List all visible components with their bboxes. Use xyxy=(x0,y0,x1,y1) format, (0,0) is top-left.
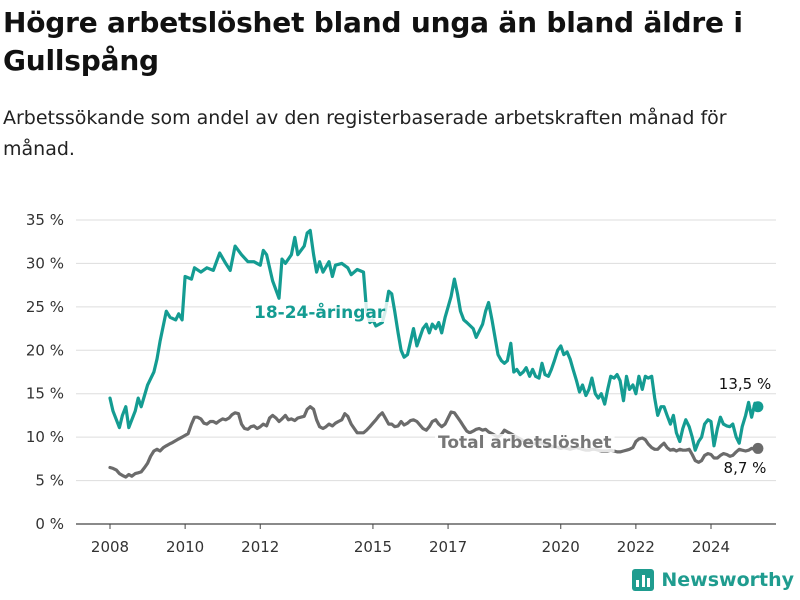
y-tick-label: 30 % xyxy=(26,254,64,272)
bar-chart-logo-icon xyxy=(632,569,655,591)
series-label-total: Total arbetslöshet xyxy=(438,433,612,453)
series-line-youth xyxy=(108,228,760,452)
y-tick-label: 5 % xyxy=(35,472,64,490)
chart-subtitle: Arbetssökande som andel av den registerb… xyxy=(3,107,727,160)
x-tick-label: 2020 xyxy=(542,538,580,556)
series-label-total-halo xyxy=(435,434,615,452)
series-labels: 18-24-åringar Total arbetslöshet 13,5 % … xyxy=(251,301,771,477)
brand-name: Newsworthy xyxy=(661,569,794,591)
line-chart: 0 %5 %10 %15 %20 %25 %30 %35 % 2008 2010 2… xyxy=(26,211,776,556)
end-point-total xyxy=(752,442,764,454)
y-axis-ticks: 0 % 5 % 10 % 15 % 20 % 25 % 30 % 35 % xyxy=(26,211,64,533)
end-value-youth: 13,5 % xyxy=(719,375,771,393)
y-tick-label: 35 % xyxy=(26,211,64,229)
series-label-youth: 18-24-åringar xyxy=(254,301,386,323)
series-label-youth-halo xyxy=(251,302,389,322)
y-tick-label: 10 % xyxy=(26,428,64,446)
x-axis: 2008 2010 2012 2015 2017 2020 2022 2024 xyxy=(91,524,730,556)
series-line-total xyxy=(108,405,760,479)
end-point-youth xyxy=(752,401,764,413)
chart-title: Högre arbetslöshet bland unga än bland ä… xyxy=(3,6,743,77)
x-tick-label: 2008 xyxy=(91,538,129,556)
x-tick-label: 2017 xyxy=(429,538,467,556)
x-tick-label: 2010 xyxy=(166,538,204,556)
y-tick-label: 0 % xyxy=(35,515,64,533)
y-tick-label: 15 % xyxy=(26,385,64,403)
y-tick-label: 20 % xyxy=(26,341,64,359)
x-tick-label: 2022 xyxy=(617,538,655,556)
y-tick-label: 25 % xyxy=(26,298,64,316)
x-tick-label: 2024 xyxy=(692,538,730,556)
newsworthy-logo: Newsworthy xyxy=(632,569,794,591)
x-tick-label: 2012 xyxy=(241,538,279,556)
x-tick-label: 2015 xyxy=(354,538,392,556)
series-lines xyxy=(108,228,764,479)
end-value-total: 8,7 % xyxy=(724,459,767,477)
gridlines xyxy=(76,219,776,525)
